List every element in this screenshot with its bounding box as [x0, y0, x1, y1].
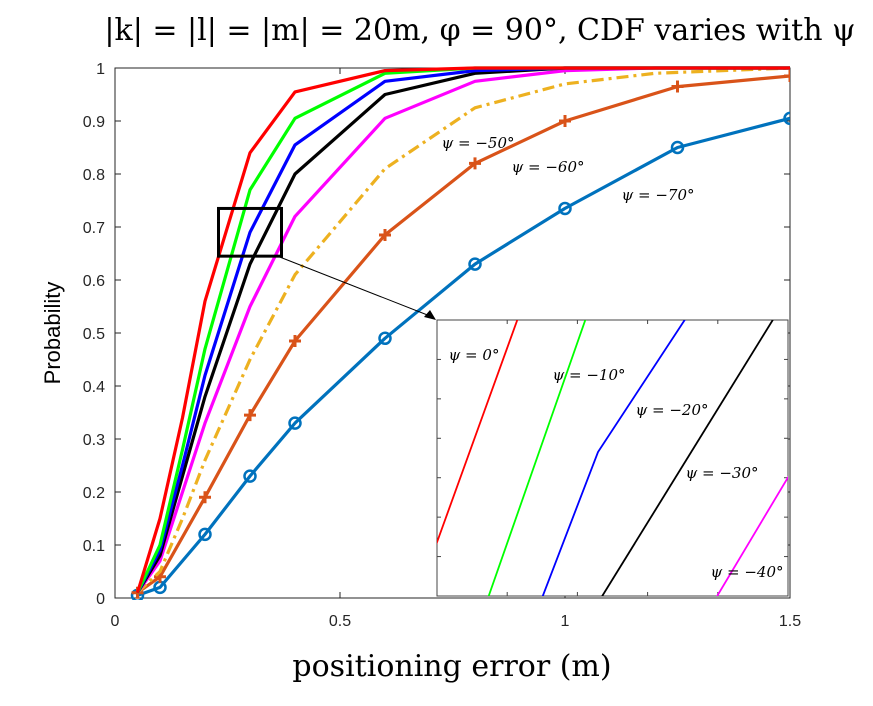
series-annotation-label: ψ = −50°	[441, 134, 514, 152]
series-line-psi-70	[136, 116, 790, 597]
y-tick-label: 0	[96, 591, 105, 608]
x-axis-label: positioning error (m)	[292, 649, 611, 684]
inset-series-label: ψ = −20°	[635, 401, 708, 419]
y-tick-label: 0.5	[83, 326, 105, 343]
data-point-circle	[468, 257, 482, 271]
data-point-plus	[199, 491, 211, 504]
zoom-inset: ψ = 0° ψ = −10° ψ = −20° ψ = −30° ψ = −40°	[436, 319, 789, 597]
series-line-psi-0	[135, 66, 790, 594]
data-point-plus	[559, 115, 571, 127]
data-point-circle	[670, 140, 685, 155]
series-line-psi-60	[136, 74, 790, 595]
y-tick-label: 0.6	[83, 273, 105, 290]
data-point-plus	[379, 228, 391, 241]
data-point-circle	[783, 111, 790, 126]
data-point-circle	[198, 527, 212, 542]
x-tick-label: 1	[561, 613, 570, 630]
inset-series-label: ψ = −40°	[710, 563, 783, 581]
y-tick-label: 0.7	[83, 220, 105, 237]
y-axis-label: Probability	[40, 282, 65, 385]
x-tick-label: 1.5	[779, 613, 801, 630]
data-point-circle	[243, 469, 257, 483]
inset-frame	[436, 319, 789, 597]
data-point-plus	[289, 334, 301, 347]
y-tick-label: 0.3	[83, 432, 105, 449]
y-tick-label: 0.2	[83, 485, 105, 502]
y-tick-label: 0.4	[83, 379, 105, 396]
inset-line-psi-30	[601, 320, 774, 596]
inset-series-label: ψ = −10°	[552, 366, 625, 384]
y-tick-label: 0.1	[83, 538, 105, 555]
series-annotation-label: ψ = −60°	[511, 158, 584, 176]
inset-series-group	[437, 320, 788, 596]
series-line-psi-40	[136, 66, 790, 594]
inset-series-label: ψ = 0°	[449, 346, 500, 364]
data-point-plus	[469, 157, 481, 170]
data-point-plus	[244, 409, 256, 422]
inset-line-psi-20	[541, 320, 686, 596]
series-group	[130, 66, 790, 600]
inset-line-psi-40	[716, 475, 788, 596]
data-point-circle	[288, 416, 302, 430]
x-tick-label: 0	[111, 613, 120, 630]
zoom-box	[217, 206, 283, 258]
plot-area: 0 0.1 0.2 0.3 0.4 0.5 0.6 0.7 0.8 0.9 1 0 0.5 1 1.5 ψ =…	[83, 61, 801, 630]
inset-line-psi-0	[437, 320, 519, 545]
inset-series-label: ψ = −30°	[685, 464, 758, 482]
y-tick-label: 1	[96, 61, 105, 78]
data-point-circle	[558, 201, 572, 216]
series-line-psi-50	[136, 66, 790, 594]
y-tick-label: 0.8	[83, 167, 105, 184]
data-point-circle	[378, 331, 392, 346]
chart-title: |k| = |l| = |m| = 20m, φ = 90°, CDF vari…	[104, 13, 855, 48]
series-annotation-label: ψ = −70°	[621, 186, 694, 204]
y-tick-label: 0.9	[83, 114, 105, 131]
zoom-arrow-line	[277, 255, 431, 317]
zoom-arrow-head	[424, 310, 436, 320]
inset-line-psi-10	[487, 320, 587, 596]
data-point-plus	[784, 69, 790, 82]
x-tick-label: 0.5	[329, 613, 351, 630]
data-point-plus	[671, 80, 684, 93]
